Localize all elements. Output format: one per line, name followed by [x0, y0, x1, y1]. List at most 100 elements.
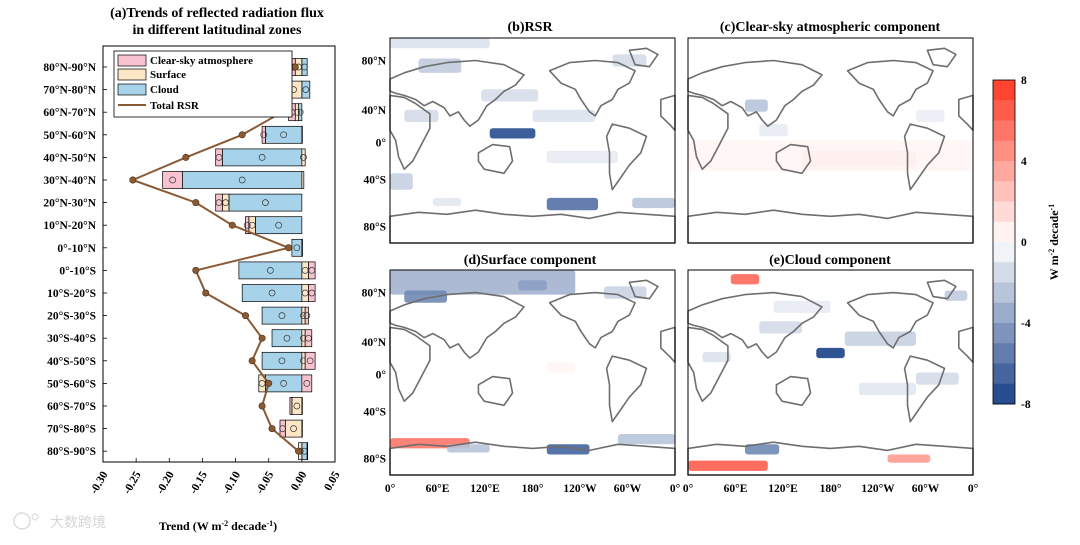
- coastline: [846, 59, 934, 117]
- coastline: [958, 94, 974, 132]
- map-lon-label: 0°: [385, 483, 396, 495]
- total-rsr-point: [268, 425, 276, 433]
- colorbar-tick-label: 0: [1021, 237, 1027, 249]
- bar-clear-sky: [215, 193, 223, 212]
- total-rsr-point: [228, 221, 236, 229]
- x-tick-label: -0.20: [155, 469, 177, 496]
- total-rsr-point: [238, 131, 246, 139]
- anomaly-patch: [702, 352, 731, 363]
- map-lon-label: 180°: [522, 483, 544, 495]
- bar-clear-sky: [304, 351, 316, 370]
- coastline: [477, 375, 514, 407]
- map-frame: [687, 269, 974, 476]
- map-rsr: [389, 37, 676, 244]
- bar-surface: [301, 351, 306, 370]
- panel-a-title-line2: in different latitudinal zones: [133, 23, 302, 38]
- colorbar-swatch: [993, 302, 1015, 324]
- y-tick-label: 0°-10°N: [57, 243, 96, 255]
- component-marker: [275, 221, 283, 229]
- x-tick-label: 0.05: [322, 469, 343, 493]
- coastline: [389, 94, 431, 170]
- total-rsr-point: [265, 379, 273, 387]
- colorbar-swatch: [993, 242, 1015, 263]
- anomaly-patch: [518, 280, 547, 291]
- coastline: [548, 59, 636, 117]
- bar-cloud: [255, 216, 303, 235]
- total-rsr-point: [242, 312, 250, 320]
- legend-label-cloud: Cloud: [150, 84, 179, 96]
- colorbar-tick-label: 8: [1021, 75, 1027, 87]
- coastline: [846, 291, 934, 349]
- legend-swatch-cloud: [117, 83, 147, 96]
- y-tick-label: 10°S-20°S: [47, 288, 96, 300]
- colorbar-swatch: [993, 140, 1015, 162]
- bar-cloud: [265, 125, 303, 144]
- legend-label-clear-sky: Clear-sky atmosphere: [150, 55, 253, 67]
- colorbar-swatch: [993, 323, 1015, 344]
- bar-clear-sky: [304, 306, 309, 325]
- map-frame: [389, 269, 676, 476]
- colorbar-swatch: [993, 80, 1015, 101]
- component-marker: [290, 425, 297, 432]
- component-marker: [283, 334, 291, 342]
- bar-cloud: [261, 306, 303, 325]
- coastline: [903, 355, 946, 423]
- map-lat-label: 40°N: [362, 105, 387, 117]
- component-marker: [278, 357, 286, 365]
- colorbar-swatch: [993, 363, 1015, 385]
- coastline: [775, 143, 812, 175]
- anomaly-patch: [745, 99, 768, 112]
- coastline: [389, 59, 525, 127]
- bar-clear-sky: [289, 397, 293, 415]
- total-rsr-point: [192, 199, 200, 207]
- component-marker: [302, 86, 310, 93]
- y-tick-label: 60°S-70°S: [47, 401, 96, 413]
- anomaly-patch: [489, 128, 536, 139]
- panel-d-title: (d)Surface component: [464, 253, 597, 268]
- map-lat-label: 40°N: [362, 337, 387, 349]
- x-tick-label: -0.05: [254, 469, 276, 496]
- watermark-logo-icon: [13, 512, 31, 530]
- bar-cloud: [241, 284, 303, 302]
- map-lon-label: 0°: [670, 483, 681, 495]
- map-lon-label: 0°: [683, 483, 694, 495]
- component-marker: [280, 380, 287, 387]
- y-tick-label: 80°N-90°N: [43, 62, 96, 74]
- bar-cloud: [238, 261, 303, 280]
- component-marker: [293, 244, 301, 252]
- panel-a-axes: [102, 45, 336, 463]
- component-marker: [306, 357, 314, 365]
- bar-surface: [301, 125, 303, 144]
- map-clear-sky: [687, 37, 974, 244]
- map-frame: [389, 37, 676, 244]
- component-marker: [243, 221, 251, 229]
- component-marker: [267, 267, 274, 274]
- anomaly-patch: [603, 286, 647, 299]
- y-tick-label: 70°S-80°S: [47, 424, 96, 436]
- component-marker: [279, 425, 286, 432]
- anomaly-patch: [887, 454, 931, 463]
- total-rsr-point: [202, 289, 210, 297]
- colorbar-swatch: [993, 161, 1015, 182]
- x-tick-labels: -0.30 -0.25 -0.20 -0.15 -0.10 -0.05 0.00 0.05: [88, 458, 343, 496]
- map-frame: [687, 37, 974, 244]
- coastline: [958, 326, 974, 364]
- anomaly-patch: [532, 109, 596, 123]
- y-tick-label: 20°S-30°S: [47, 311, 96, 323]
- colorbar-label: W m-2 decade-1: [1047, 204, 1062, 280]
- y-tick-label: 20°N-30°N: [43, 198, 96, 210]
- coastline: [687, 291, 823, 359]
- y-tick-label: 10°N-20°N: [43, 220, 96, 232]
- y-tick-label: 30°N-40°N: [43, 175, 96, 187]
- colorbar-swatch: [993, 282, 1015, 304]
- panel-a: (a)Trends of reflected radiation flux in…: [43, 6, 342, 533]
- bar-surface: [301, 329, 306, 348]
- bar-surface: [291, 397, 303, 415]
- bar-surface: [301, 171, 305, 189]
- anomaly-patch: [859, 382, 916, 396]
- component-marker: [268, 289, 276, 297]
- colorbar-tick-label: -8: [1021, 399, 1031, 411]
- bar-cloud: [291, 238, 303, 257]
- legend-swatch-surface: [117, 68, 147, 81]
